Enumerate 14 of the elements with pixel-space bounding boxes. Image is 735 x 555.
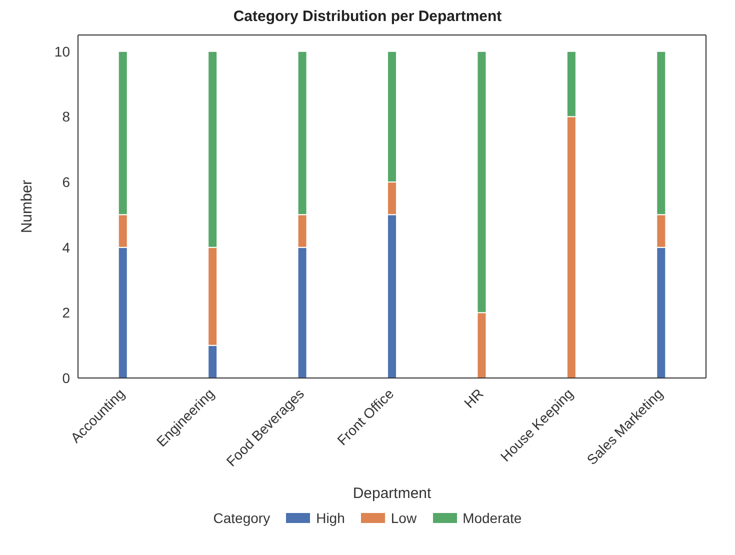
x-axis-title: Department: [352, 485, 432, 502]
legend-title: Category: [213, 510, 270, 526]
legend-label: Moderate: [462, 510, 522, 526]
legend-label: Low: [390, 510, 417, 526]
y-tick-label: 8: [62, 108, 70, 125]
chart-title: Category Distribution per Department: [232, 8, 503, 27]
x-tick-label: HR: [460, 385, 486, 412]
y-axis-title: Number: [18, 180, 36, 234]
legend-label: High: [315, 510, 345, 526]
y-tick-label: 2: [62, 304, 70, 321]
y-tick-label: 10: [54, 43, 70, 60]
y-tick-label: 6: [62, 174, 70, 190]
y-tick-label: 0: [62, 370, 70, 386]
y-tick-label: 4: [62, 239, 70, 256]
